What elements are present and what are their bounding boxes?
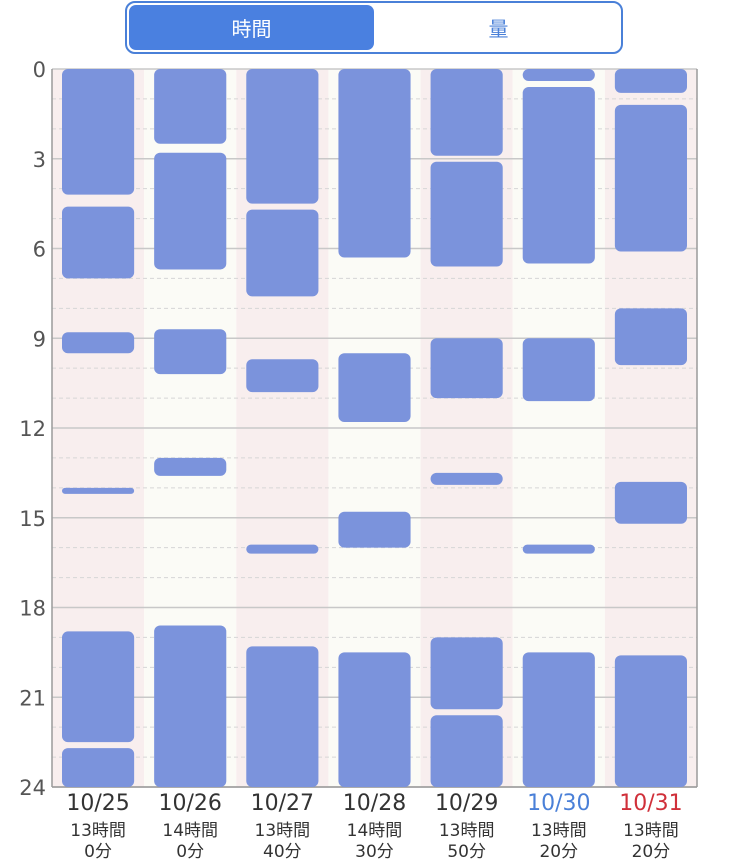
total-hours-label: 14時間 [162,821,218,841]
total-minutes-label: 0分 [84,842,112,859]
sleep-bar [338,511,411,548]
sleep-bar [154,69,227,144]
y-tick-label: 15 [19,507,46,531]
total-hours-label: 13時間 [439,821,495,841]
sleep-bar [246,209,319,297]
date-label: 10/26 [159,791,222,816]
toggle-time-button[interactable]: 時間 [129,5,374,50]
sleep-bar [154,152,227,270]
sleep-bar [154,457,227,476]
sleep-bar [430,637,503,710]
total-minutes-label: 40分 [263,842,302,859]
total-minutes-label: 30分 [355,842,394,859]
sleep-bar [522,338,595,402]
y-tick-label: 3 [33,148,46,172]
date-label: 10/25 [66,791,129,816]
sleep-bar [614,104,687,252]
total-minutes-label: 20分 [632,842,671,859]
total-hours-label: 13時間 [623,821,679,841]
sleep-bar [430,715,503,787]
y-tick-label: 21 [19,686,46,710]
sleep-bar [614,481,687,524]
date-label: 10/29 [435,791,498,816]
total-hours-label: 13時間 [531,821,587,841]
sleep-bar [62,631,135,743]
date-label: 10/30 [527,791,590,816]
sleep-bar [338,69,411,258]
total-minutes-label: 0分 [176,842,204,859]
date-label: 10/27 [251,791,314,816]
sleep-bar [246,69,319,204]
date-label: 10/31 [619,791,682,816]
sleep-bar [338,652,411,787]
sleep-bar [522,69,595,81]
view-toggle: 時間 量 [125,1,623,54]
y-tick-label: 24 [19,776,46,800]
sleep-bar [430,69,503,156]
sleep-bar [430,161,503,267]
sleep-bar [430,472,503,485]
sleep-bar [614,308,687,366]
sleep-bar [154,329,227,375]
sleep-bar [522,86,595,264]
sleep-bar [522,544,595,554]
total-hours-label: 13時間 [255,821,311,841]
sleep-bar [246,544,319,554]
y-tick-label: 18 [19,597,46,621]
sleep-bar [62,748,135,787]
y-tick-label: 9 [33,327,46,351]
y-tick-label: 0 [33,58,46,82]
total-hours-label: 14時間 [347,821,403,841]
total-hours-label: 13時間 [70,821,126,841]
total-minutes-label: 20分 [539,842,578,859]
toggle-amount-button[interactable]: 量 [488,17,509,41]
sleep-bar [246,646,319,787]
sleep-bar [522,652,595,787]
y-tick-label: 6 [33,238,46,262]
sleep-bar [62,487,135,494]
y-tick-label: 12 [19,417,46,441]
sleep-bar [338,353,411,423]
sleep-bar [246,359,319,393]
sleep-bar [430,338,503,399]
sleep-bar [62,69,135,195]
sleep-bar [614,69,687,93]
sleep-bar [62,206,135,279]
sleep-bar [62,332,135,354]
total-minutes-label: 50分 [447,842,486,859]
date-label: 10/28 [343,791,406,816]
sleep-bar [614,655,687,787]
sleep-bar [154,625,227,787]
